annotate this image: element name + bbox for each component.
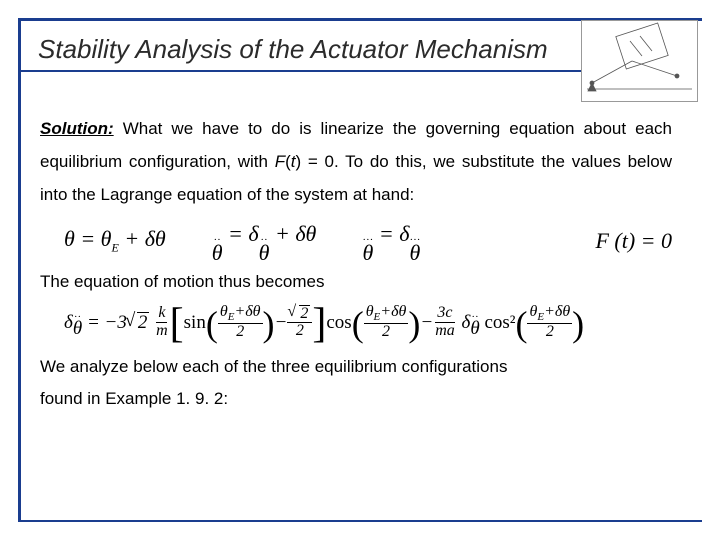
beq-arg1: θE+δθ 2 — [218, 304, 263, 342]
eq2-plus: + — [275, 221, 290, 246]
content-area: Solution: What we have to do is lineariz… — [40, 112, 672, 414]
equation-row-1: θ = θE + δθ ··θ = δ··θ + δθ ···θ = δ···θ… — [64, 223, 672, 258]
eq3-t: θ — [410, 245, 421, 260]
beq-km: km — [154, 305, 170, 340]
eq1-subE: E — [111, 241, 118, 255]
beq-arg2: θE+δθ 2 — [364, 304, 409, 342]
beq-a1p: + — [234, 303, 245, 320]
eq2-lhs: θ — [212, 245, 223, 260]
beq-rparen1: ) — [263, 310, 275, 339]
eq-theta-substitution: θ = θE + δθ — [64, 228, 166, 253]
paragraph-2: The equation of motion thus becomes — [40, 265, 672, 298]
solution-label: Solution: — [40, 119, 114, 138]
beq-a2p: + — [380, 303, 391, 320]
beq-a1: θ — [220, 303, 228, 320]
beq-minus2: − — [420, 313, 433, 332]
beq-rbracket: ] — [312, 308, 326, 342]
beq-a1den: 2 — [234, 324, 246, 341]
para3-line2: found in Example 1. 9. 2: — [40, 389, 228, 408]
eq3-d: δ — [399, 221, 409, 246]
beq-cos2: cos² — [484, 313, 515, 332]
eq1-thetaE: θ — [101, 226, 112, 251]
beq-dd2t: θ — [470, 322, 479, 335]
eq3-eq: = — [379, 221, 394, 246]
slide-title: Stability Analysis of the Actuator Mecha… — [38, 34, 590, 65]
beq-sqrt2over2: 2 2 — [287, 305, 312, 341]
eq-thetaddot-substitution: ···θ = δ···θ — [362, 223, 420, 258]
eq2-d2a: δ — [295, 221, 305, 246]
eq2-eq: = — [228, 221, 243, 246]
paragraph-1: Solution: What we have to do is lineariz… — [40, 112, 672, 211]
beq-dd2: δ — [462, 313, 471, 332]
beq-eq: = — [87, 313, 100, 332]
mechanism-diagram — [581, 20, 698, 102]
beq-a2: θ — [366, 303, 374, 320]
eq1-plus: + — [124, 226, 139, 251]
title-container: Stability Analysis of the Actuator Mecha… — [38, 34, 590, 65]
beq-a2den: 2 — [380, 324, 392, 341]
beq-k: k — [156, 305, 167, 323]
para3-line1: We analyze below each of the three equil… — [40, 357, 507, 376]
beq-lparen1: ( — [206, 310, 218, 339]
eq2-d1a: δ — [248, 221, 258, 246]
variable-F: F — [275, 152, 285, 171]
beq-minus1: − — [275, 313, 288, 332]
eq3-lhs: θ — [362, 245, 373, 260]
beq-s2d: 2 — [294, 323, 306, 340]
title-underline — [18, 70, 590, 72]
beq-m: m — [154, 323, 170, 340]
eq2-t1: θ — [259, 245, 270, 260]
beq-3cma: 3cma — [433, 305, 457, 340]
beq-ma: ma — [433, 323, 457, 340]
beq-lbracket: [ — [170, 308, 184, 342]
beq-cos: cos — [326, 313, 351, 332]
beq-a1d: δθ — [245, 303, 260, 320]
beq-a2d: δθ — [391, 303, 406, 320]
beq-lparen3: ( — [515, 310, 527, 339]
eq-thetadot-substitution: ··θ = δ··θ + δθ — [212, 223, 317, 258]
beq-sin: sin — [184, 313, 206, 332]
beq-a3p: + — [544, 303, 555, 320]
beq-a3d: δθ — [555, 303, 570, 320]
eq2-t2: θ — [306, 221, 317, 246]
beq-s2: 2 — [299, 305, 310, 323]
beq-rparen3: ) — [572, 310, 584, 339]
eq1-theta2: θ — [155, 226, 166, 251]
beq-rparen2: ) — [408, 310, 420, 339]
beq-c1: −3 — [105, 313, 127, 332]
beq-sqrt1: 2 — [137, 312, 150, 332]
beq-d: δ — [64, 313, 73, 332]
beq-3c: 3c — [435, 305, 454, 323]
beq-t: θ — [73, 322, 82, 335]
beq-lparen2: ( — [352, 310, 364, 339]
eq-force-zero: F (t) = 0 — [595, 230, 672, 252]
beq-arg3: θE+δθ 2 — [527, 304, 572, 342]
equation-of-motion: δ··θ = −32 km [ sin ( θE+δθ 2 ) − 2 2 ] … — [64, 304, 672, 342]
paragraph-3: We analyze below each of the three equil… — [40, 351, 672, 414]
beq-a3den: 2 — [544, 324, 556, 341]
eq1-delta: δ — [145, 226, 155, 251]
eq1-lhs: θ — [64, 226, 75, 251]
